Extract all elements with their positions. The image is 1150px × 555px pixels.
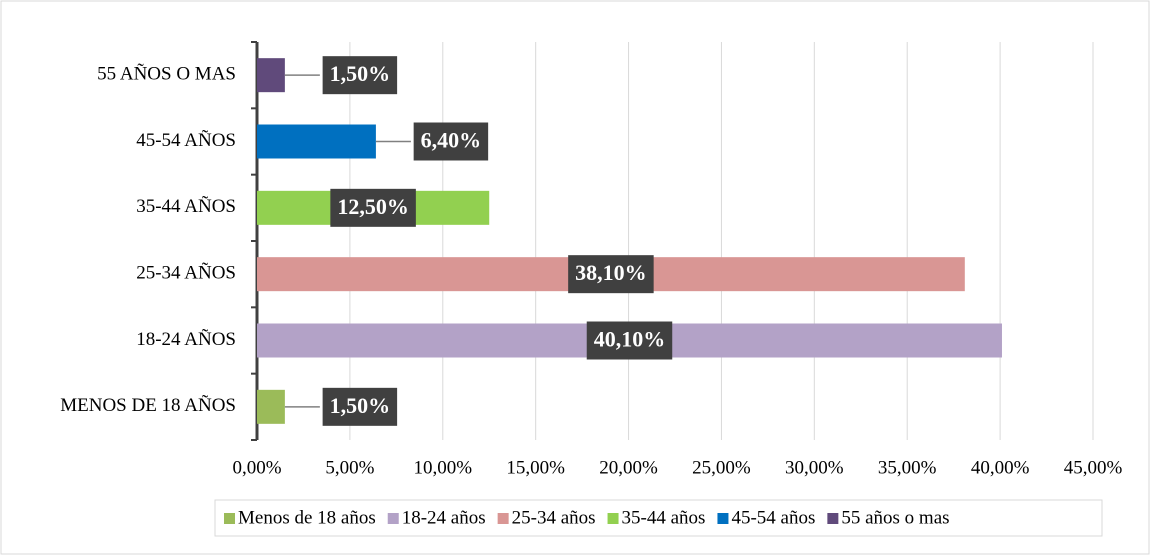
data-label-box [322, 56, 398, 95]
data-label-box [586, 321, 673, 360]
legend-label: 35-44 años [622, 507, 706, 528]
x-tick-label: 15,00% [506, 457, 565, 478]
x-tick-label: 10,00% [413, 457, 472, 478]
data-label: 38,10% [575, 260, 647, 285]
x-tick-label: 5,00% [325, 457, 374, 478]
x-tick-label: 30,00% [785, 457, 844, 478]
legend-label: 45-54 años [731, 507, 815, 528]
data-label: 1,50% [330, 61, 391, 86]
legend-swatch [827, 513, 839, 524]
y-tick-label: 35-44 AÑOS [136, 195, 236, 217]
x-tick-label: 25,00% [692, 457, 751, 478]
legend-label: 25-34 años [512, 507, 596, 528]
y-tick-label: 18-24 AÑOS [136, 328, 236, 350]
bar [257, 389, 285, 424]
bar [257, 58, 285, 93]
legend-box [214, 499, 1103, 537]
legend-swatch [607, 513, 619, 524]
x-tick-label: 40,00% [971, 457, 1030, 478]
x-tick-label: 20,00% [599, 457, 658, 478]
y-tick-label: 25-34 AÑOS [136, 262, 236, 284]
data-label-box [330, 188, 416, 227]
data-label: 1,50% [330, 393, 391, 418]
legend-swatch [224, 513, 235, 524]
y-tick-label: MENOS DE 18 AÑOS [60, 394, 236, 416]
data-label-box [568, 255, 654, 294]
legend-label: Menos de 18 años [238, 507, 376, 528]
data-label-box [322, 387, 398, 426]
y-tick-label: 45-54 AÑOS [136, 129, 236, 151]
x-tick-label: 45,00% [1064, 457, 1123, 478]
legend-swatch [717, 513, 729, 524]
data-label-box [413, 122, 489, 161]
bar [257, 124, 376, 159]
data-label: 12,50% [337, 194, 409, 219]
legend-label: 55 años o mas [841, 507, 949, 528]
legend-swatch [497, 513, 509, 524]
legend-swatch [387, 513, 399, 524]
legend-label: 18-24 años [402, 507, 486, 528]
x-tick-label: 35,00% [878, 457, 937, 478]
y-tick-label: 55 AÑOS O MAS [97, 63, 236, 85]
data-label: 6,40% [421, 128, 482, 153]
x-tick-label: 0,00% [232, 457, 281, 478]
data-label: 40,10% [594, 327, 666, 352]
